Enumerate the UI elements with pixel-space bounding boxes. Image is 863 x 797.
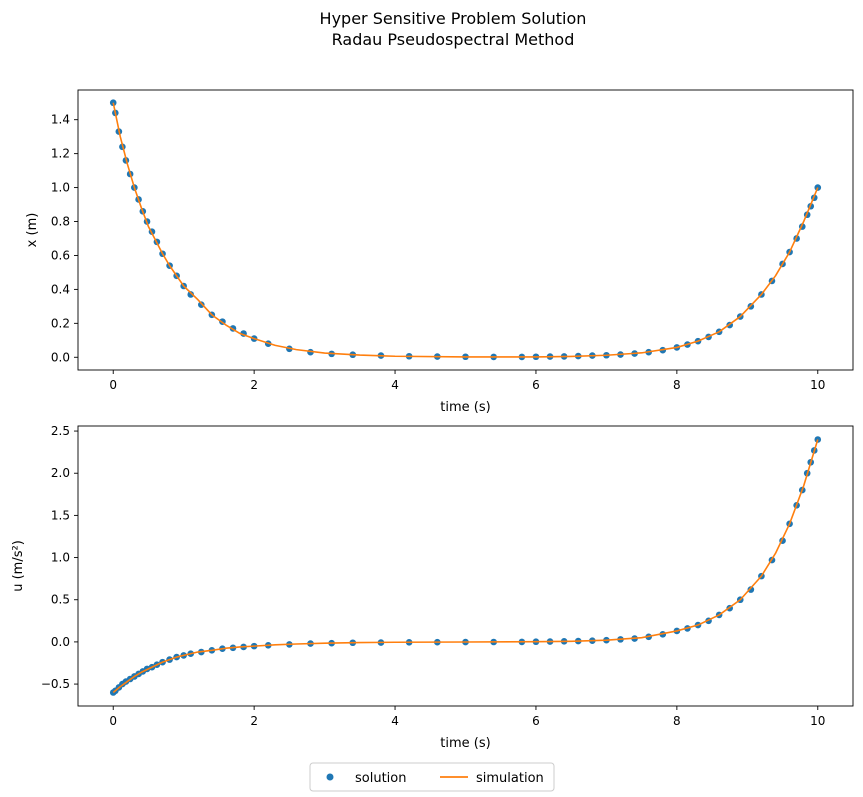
- y-tick-label: 2.5: [51, 424, 70, 438]
- x-tick-label: 10: [810, 714, 825, 728]
- u-vs-time-axes: 0 2 4 6 8 10 −0.5 0.0 0.5 1.0 1.5 2.0 2.5 time (s) u (…: [11, 424, 854, 751]
- x-tick-label: 8: [673, 714, 681, 728]
- axes-frame: [77, 425, 854, 707]
- solution-point: [187, 291, 195, 298]
- x-tick-label: 2: [250, 378, 258, 392]
- x-tick-label: 6: [532, 378, 540, 392]
- y-tick-label: 2.0: [51, 466, 70, 480]
- x-tick-label: 0: [109, 714, 117, 728]
- y-tick-label: 1.0: [51, 181, 70, 195]
- y-tick-label: 1.5: [51, 508, 70, 522]
- y-tick-label: 1.0: [51, 551, 70, 565]
- y-tick-label: −0.5: [41, 677, 70, 691]
- y-tick-label: 0.5: [51, 593, 70, 607]
- simulation-line: [112, 439, 819, 694]
- y-tick-label: 0.0: [51, 635, 70, 649]
- solution-point: [747, 586, 755, 593]
- plot-area: [109, 436, 822, 696]
- figure-title-line1: Hyper Sensitive Problem Solution: [320, 9, 587, 28]
- x-tick-label: 4: [391, 714, 399, 728]
- simulation-line: [112, 102, 819, 358]
- x-tick-label: 2: [250, 714, 258, 728]
- legend: solution simulation: [309, 762, 555, 792]
- y-tick-label: 0.8: [51, 215, 70, 229]
- figure-title-line2: Radau Pseudospectral Method: [332, 30, 575, 49]
- y-tick-label: 0.0: [51, 350, 70, 364]
- x-axis-label: time (s): [440, 736, 490, 751]
- plot-area: [109, 99, 822, 361]
- y-tick-label: 1.4: [51, 113, 70, 127]
- y-tick-label: 0.2: [51, 316, 70, 330]
- x-axis-label: time (s): [440, 400, 490, 415]
- y-tick-label: 0.6: [51, 248, 70, 262]
- axes-frame: [77, 89, 854, 371]
- x-vs-time-axes: 0 2 4 6 8 10 0.0 0.2 0.4 0.6 0.8 1.0 1.2 1.4 time (s) x…: [25, 89, 854, 415]
- legend-solution-marker-icon: [326, 773, 334, 781]
- x-tick-label: 6: [532, 714, 540, 728]
- x-tick-label: 0: [109, 378, 117, 392]
- x-tick-label: 8: [673, 378, 681, 392]
- y-axis-label: u (m/s²): [11, 540, 26, 592]
- x-tick-label: 4: [391, 378, 399, 392]
- y-tick-label: 1.2: [51, 147, 70, 161]
- x-tick-label: 10: [810, 378, 825, 392]
- legend-simulation-label: simulation: [476, 771, 544, 786]
- y-axis-label: x (m): [25, 213, 40, 248]
- solution-point: [109, 99, 117, 107]
- legend-solution-label: solution: [355, 771, 406, 786]
- legend-frame: [309, 762, 555, 792]
- y-tick-label: 0.4: [51, 282, 70, 296]
